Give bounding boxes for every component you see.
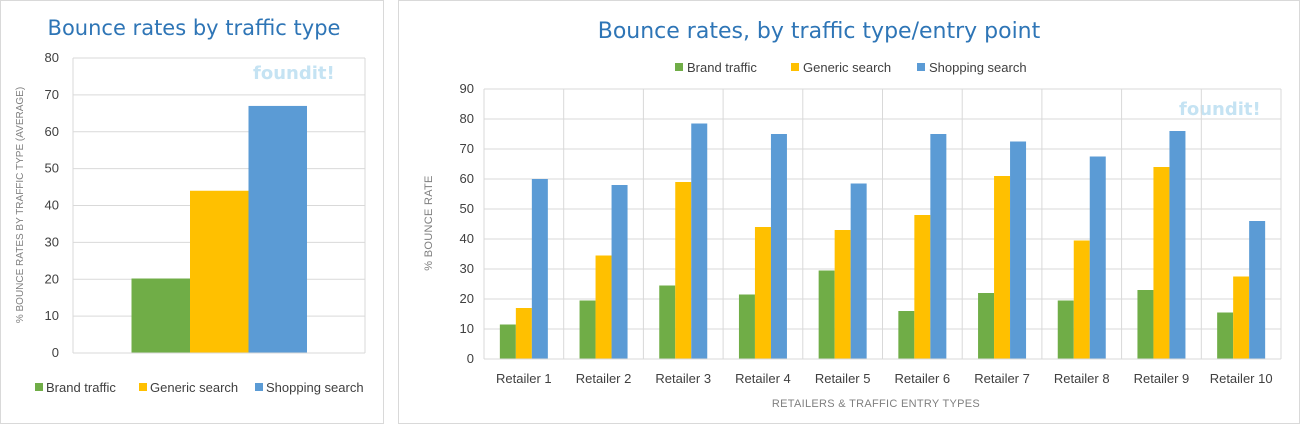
x-tick-label: Retailer 7 bbox=[974, 371, 1030, 386]
bar-generic-search bbox=[1233, 276, 1250, 359]
bar-shopping-search bbox=[691, 123, 708, 359]
y-tick-label: 0 bbox=[467, 351, 474, 366]
legend-label-generic-search: Generic search bbox=[150, 380, 238, 395]
chart-title: Bounce rates, by traffic type/entry poin… bbox=[598, 19, 1041, 44]
watermark-logo: foundit! bbox=[253, 63, 335, 84]
legend-swatch-shopping-search bbox=[917, 63, 925, 71]
bar-generic-search bbox=[595, 255, 612, 359]
bar-brand-traffic bbox=[818, 270, 835, 359]
bar-brand-traffic bbox=[1217, 312, 1234, 359]
bar-shopping-search bbox=[770, 134, 787, 359]
x-tick-label: Retailer 10 bbox=[1210, 371, 1273, 386]
chart-panel-left: Bounce rates by traffic type foundit! % … bbox=[0, 0, 384, 424]
legend-label-shopping-search: Shopping search bbox=[929, 60, 1027, 75]
y-axis-title: % BOUNCE RATES BY TRAFFIC TYPE (AVERAGE) bbox=[15, 87, 26, 323]
bar-shopping-search bbox=[850, 183, 867, 359]
x-tick-label: Retailer 2 bbox=[576, 371, 632, 386]
bar-generic-search bbox=[1153, 167, 1170, 359]
legend-swatch-shopping-search bbox=[255, 383, 263, 391]
x-tick-label: Retailer 4 bbox=[735, 371, 791, 386]
legend-swatch-generic-search bbox=[791, 63, 799, 71]
x-tick-label: Retailer 9 bbox=[1134, 371, 1190, 386]
chart-panel-right: Bounce rates, by traffic type/entry poin… bbox=[398, 0, 1300, 424]
bar-shopping-search bbox=[531, 179, 548, 359]
bar-shopping-search bbox=[248, 105, 307, 353]
y-tick-label: 0 bbox=[52, 345, 59, 360]
y-tick-label: 20 bbox=[460, 291, 474, 306]
bar-brand-traffic bbox=[659, 285, 676, 359]
y-tick-label: 10 bbox=[45, 308, 59, 323]
bar-brand-traffic bbox=[978, 293, 995, 359]
bar-generic-search bbox=[1073, 240, 1090, 359]
legend-label-shopping-search: Shopping search bbox=[266, 380, 364, 395]
bar-brand-traffic bbox=[579, 300, 596, 359]
bar-shopping-search bbox=[930, 134, 947, 359]
bar-shopping-search bbox=[1249, 221, 1266, 359]
x-tick-label: Retailer 6 bbox=[895, 371, 951, 386]
x-tick-label: Retailer 5 bbox=[815, 371, 871, 386]
bar-brand-traffic bbox=[738, 294, 755, 359]
y-tick-label: 30 bbox=[460, 261, 474, 276]
bar-shopping-search bbox=[1089, 156, 1106, 359]
y-tick-label: 50 bbox=[460, 201, 474, 216]
legend-label-brand-traffic: Brand traffic bbox=[46, 380, 116, 395]
y-tick-label: 60 bbox=[45, 124, 59, 139]
legend-label-generic-search: Generic search bbox=[803, 60, 891, 75]
y-tick-label: 70 bbox=[460, 141, 474, 156]
x-axis-title: RETAILERS & TRAFFIC ENTRY TYPES bbox=[772, 398, 980, 410]
chart-title: Bounce rates by traffic type bbox=[48, 16, 341, 40]
legend-swatch-generic-search bbox=[139, 383, 147, 391]
y-tick-label: 80 bbox=[460, 111, 474, 126]
y-tick-label: 60 bbox=[460, 171, 474, 186]
y-tick-label: 40 bbox=[45, 198, 59, 213]
x-tick-label: Retailer 8 bbox=[1054, 371, 1110, 386]
bar-shopping-search bbox=[1169, 131, 1186, 359]
x-tick-label: Retailer 1 bbox=[496, 371, 552, 386]
bar-generic-search bbox=[675, 182, 692, 359]
bar-generic-search bbox=[754, 227, 771, 359]
y-tick-label: 10 bbox=[460, 321, 474, 336]
bar-brand-traffic bbox=[898, 311, 915, 359]
y-tick-label: 40 bbox=[460, 231, 474, 246]
bar-generic-search bbox=[515, 308, 532, 359]
bar-brand-traffic bbox=[499, 324, 516, 359]
watermark-logo: foundit! bbox=[1179, 99, 1261, 120]
bar-generic-search bbox=[994, 176, 1011, 359]
legend-swatch-brand-traffic bbox=[675, 63, 683, 71]
x-tick-label: Retailer 3 bbox=[655, 371, 711, 386]
chart-right: Bounce rates, by traffic type/entry poin… bbox=[423, 19, 1282, 410]
y-tick-label: 80 bbox=[45, 50, 59, 65]
chart-left: Bounce rates by traffic type foundit! % … bbox=[15, 16, 366, 395]
bar-brand-traffic bbox=[1057, 300, 1074, 359]
bar-generic-search bbox=[834, 230, 851, 359]
bar-generic-search bbox=[914, 215, 931, 359]
y-tick-label: 50 bbox=[45, 161, 59, 176]
bar-generic-search bbox=[190, 190, 249, 353]
bar-shopping-search bbox=[1010, 141, 1027, 359]
y-tick-label: 90 bbox=[460, 81, 474, 96]
bar-brand-traffic bbox=[1137, 290, 1154, 359]
bar-brand-traffic bbox=[131, 278, 190, 353]
legend-label-brand-traffic: Brand traffic bbox=[687, 60, 757, 75]
y-axis-title: % BOUNCE RATE bbox=[423, 175, 435, 270]
legend-swatch-brand-traffic bbox=[35, 383, 43, 391]
y-tick-label: 20 bbox=[45, 271, 59, 286]
bar-shopping-search bbox=[611, 185, 628, 359]
y-tick-label: 70 bbox=[45, 87, 59, 102]
y-tick-label: 30 bbox=[45, 234, 59, 249]
